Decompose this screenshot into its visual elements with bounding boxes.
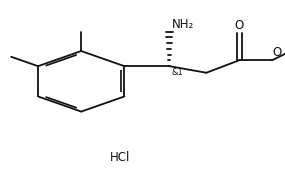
Text: O: O [235,19,244,32]
Text: HCl: HCl [109,151,130,164]
Text: &1: &1 [172,68,184,77]
Text: O: O [273,46,282,60]
Text: NH₂: NH₂ [172,18,194,31]
